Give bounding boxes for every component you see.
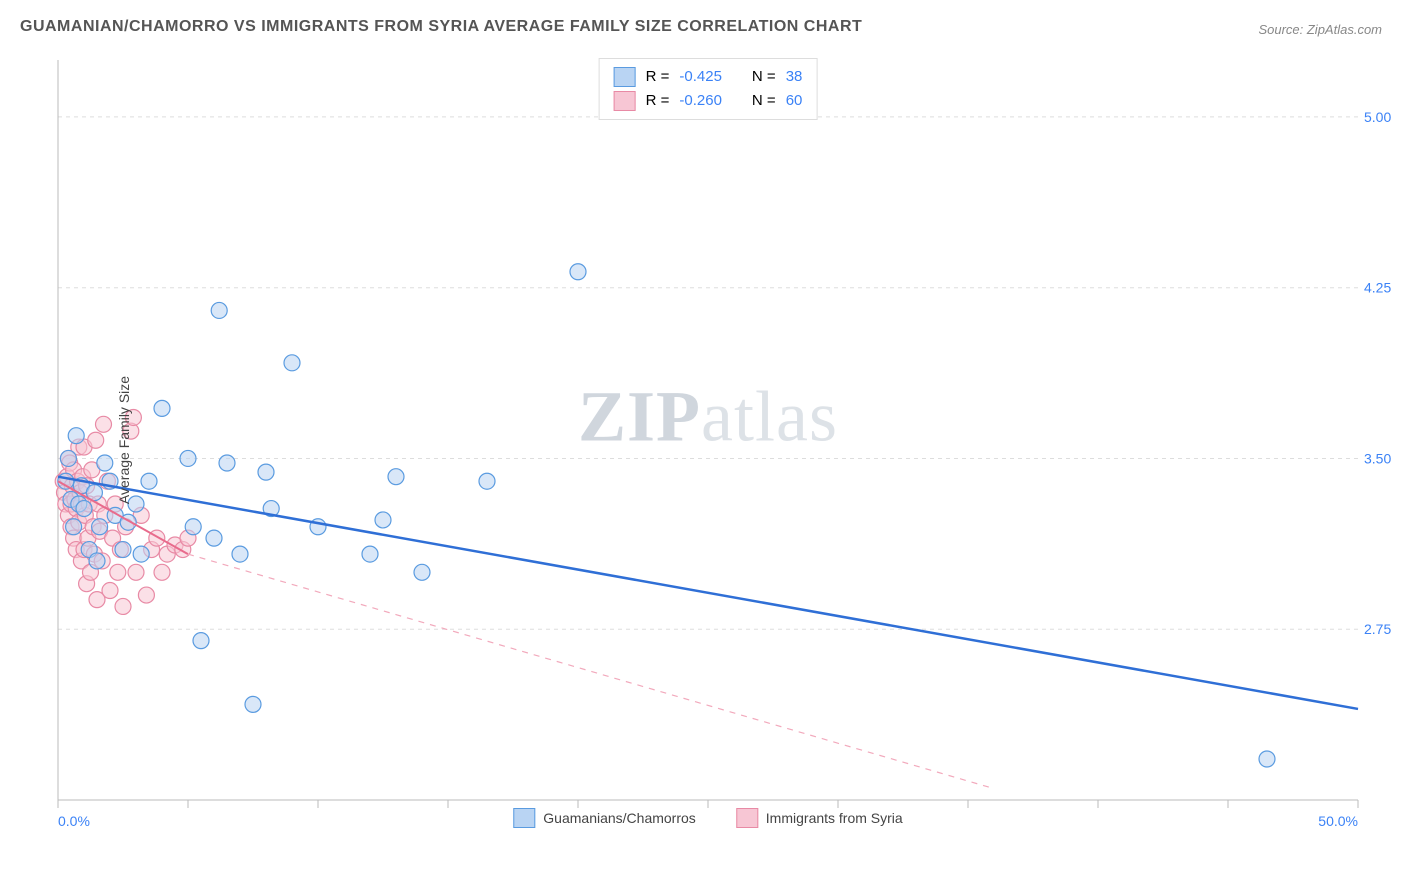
legend-r-label-pink: R = xyxy=(646,89,670,113)
y-axis-label: Average Family Size xyxy=(116,376,132,504)
legend-r-value-pink: -0.260 xyxy=(679,89,722,113)
legend-item-blue: Guamanians/Chamorros xyxy=(513,808,696,828)
legend-swatch-blue xyxy=(513,808,535,828)
scatter-plot-svg: 2.753.504.255.000.0%50.0% xyxy=(48,50,1368,830)
swatch-pink xyxy=(614,91,636,111)
chart-area: Average Family Size ZIPatlas R = -0.425 … xyxy=(48,50,1368,830)
legend-label-pink: Immigrants from Syria xyxy=(766,810,903,826)
legend-label-blue: Guamanians/Chamorros xyxy=(543,810,696,826)
svg-text:50.0%: 50.0% xyxy=(1318,813,1358,829)
legend-n-value-blue: 38 xyxy=(786,65,803,89)
swatch-blue xyxy=(614,67,636,87)
correlation-legend: R = -0.425 N = 38 R = -0.260 N = 60 xyxy=(599,58,818,120)
legend-item-pink: Immigrants from Syria xyxy=(736,808,903,828)
legend-r-value-blue: -0.425 xyxy=(679,65,722,89)
legend-row-pink: R = -0.260 N = 60 xyxy=(614,89,803,113)
legend-n-label-pink: N = xyxy=(752,89,776,113)
svg-text:4.25: 4.25 xyxy=(1364,280,1391,296)
series-legend: Guamanians/Chamorros Immigrants from Syr… xyxy=(513,808,902,828)
legend-n-label-blue: N = xyxy=(752,65,776,89)
legend-row-blue: R = -0.425 N = 38 xyxy=(614,65,803,89)
chart-title: GUAMANIAN/CHAMORRO VS IMMIGRANTS FROM SY… xyxy=(20,18,862,36)
legend-swatch-pink xyxy=(736,808,758,828)
svg-text:2.75: 2.75 xyxy=(1364,621,1391,637)
legend-r-label-blue: R = xyxy=(646,65,670,89)
svg-text:3.50: 3.50 xyxy=(1364,450,1391,466)
svg-text:5.00: 5.00 xyxy=(1364,109,1391,125)
source-attribution: Source: ZipAtlas.com xyxy=(1258,22,1382,37)
svg-text:0.0%: 0.0% xyxy=(58,813,90,829)
legend-n-value-pink: 60 xyxy=(786,89,803,113)
